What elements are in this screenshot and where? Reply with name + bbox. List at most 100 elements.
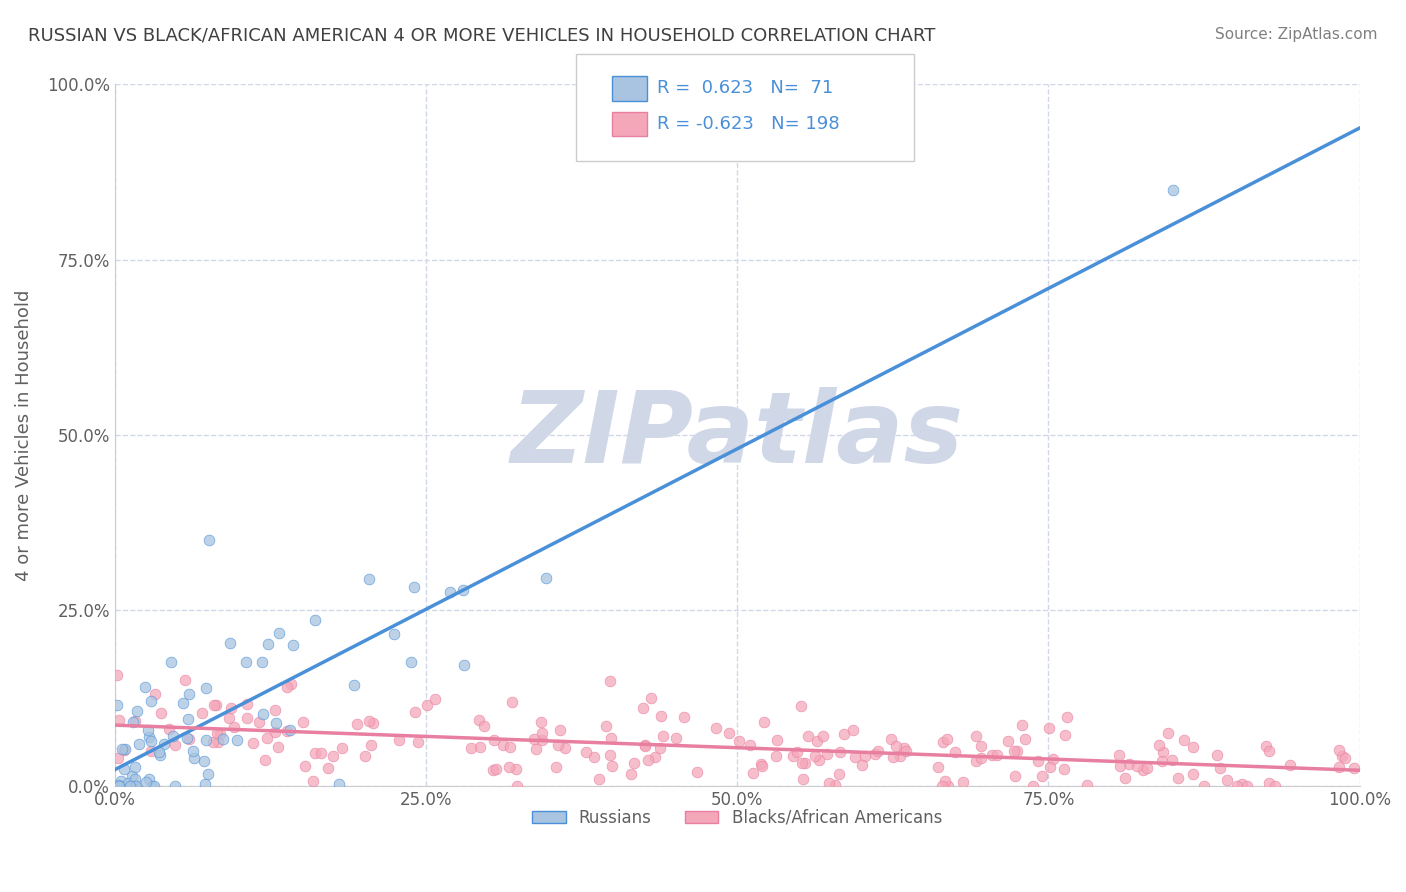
Point [118,779,141,793]
Point [631,701,654,715]
Point [406,735,429,749]
Point [256,731,278,745]
Point [357,572,380,586]
Point [316,761,339,775]
Point [304,613,326,627]
Point [600,731,623,745]
Point [965,755,987,769]
Point [718,725,741,739]
Point [112,743,135,757]
Point [1330,749,1353,764]
Point [1108,747,1130,762]
Point [242,735,264,749]
Point [135,774,157,789]
Point [1126,759,1149,773]
Point [1054,728,1077,742]
Point [124,714,146,728]
Point [499,739,522,754]
Point [969,739,991,754]
Point [1181,740,1204,755]
Point [328,777,350,791]
Point [855,749,877,764]
Text: RUSSIAN VS BLACK/AFRICAN AMERICAN 4 OR MORE VEHICLES IN HOUSEHOLD CORRELATION CH: RUSSIAN VS BLACK/AFRICAN AMERICAN 4 OR M… [28,27,935,45]
Point [460,740,482,755]
Point [138,731,160,745]
Point [276,680,298,694]
Point [266,740,288,755]
Point [322,749,344,764]
Point [588,772,610,786]
Text: R = -0.623   N= 198: R = -0.623 N= 198 [657,115,839,133]
Point [704,721,727,735]
Point [177,732,200,747]
Point [650,708,672,723]
Point [152,737,174,751]
Point [1157,725,1180,739]
Y-axis label: 4 or more Vehicles in Household: 4 or more Vehicles in Household [15,289,32,581]
Point [236,711,259,725]
Point [114,742,136,756]
Point [544,760,567,774]
Point [141,744,163,758]
Point [1216,773,1239,788]
Point [893,741,915,756]
Point [623,756,645,770]
Point [548,723,571,737]
Point [927,760,949,774]
Point [281,638,304,652]
Point [304,746,326,760]
Point [343,678,366,692]
Point [600,758,623,772]
Point [235,697,257,711]
Point [105,698,128,712]
Point [191,706,214,720]
Point [1042,752,1064,766]
Point [399,655,422,669]
Point [1226,779,1249,793]
Point [346,717,368,731]
Point [751,756,773,771]
Point [811,729,834,743]
Point [202,735,225,749]
Point [194,777,217,791]
Point [765,748,787,763]
Point [280,677,302,691]
Point [1002,744,1025,758]
Point [202,698,225,712]
Point [1109,759,1132,773]
Point [797,729,820,743]
Point [644,750,666,764]
Point [506,779,529,793]
Point [128,738,150,752]
Point [1205,747,1227,762]
Point [981,747,1004,762]
Point [952,775,974,789]
Point [547,738,569,752]
Point [793,756,815,771]
Point [634,738,657,752]
Point [582,750,605,764]
Point [786,745,808,759]
Point [1161,183,1184,197]
Point [880,732,903,747]
Point [124,760,146,774]
Point [1278,757,1301,772]
Point [650,741,672,756]
Point [851,757,873,772]
Point [752,714,775,729]
Point [1136,761,1159,775]
Point [181,744,204,758]
Text: R =  0.623   N=  71: R = 0.623 N= 71 [657,79,832,97]
Point [792,756,814,771]
Point [1161,753,1184,767]
Point [634,739,657,754]
Point [193,755,215,769]
Point [986,747,1008,762]
Point [575,745,598,759]
Point [453,657,475,672]
Point [965,730,987,744]
Point [125,779,148,793]
Point [842,723,865,737]
Point [439,585,461,599]
Point [673,710,696,724]
